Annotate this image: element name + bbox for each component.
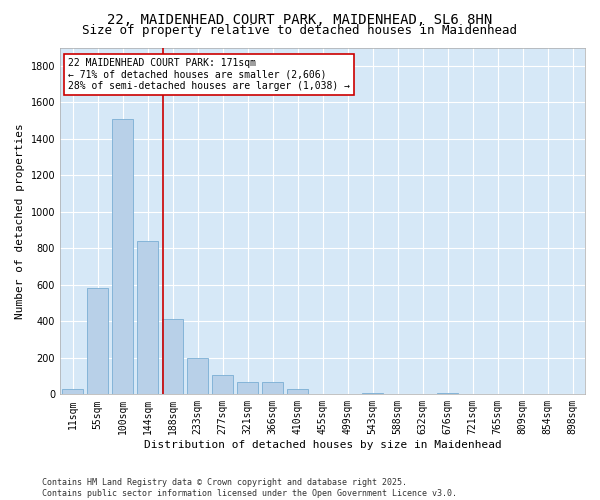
Text: 22, MAIDENHEAD COURT PARK, MAIDENHEAD, SL6 8HN: 22, MAIDENHEAD COURT PARK, MAIDENHEAD, S… <box>107 12 493 26</box>
Bar <box>87 288 108 395</box>
Bar <box>162 320 183 394</box>
Text: Size of property relative to detached houses in Maidenhead: Size of property relative to detached ho… <box>83 24 517 37</box>
Y-axis label: Number of detached properties: Number of detached properties <box>15 123 25 319</box>
Bar <box>137 241 158 394</box>
Text: 22 MAIDENHEAD COURT PARK: 171sqm
← 71% of detached houses are smaller (2,606)
28: 22 MAIDENHEAD COURT PARK: 171sqm ← 71% o… <box>68 58 350 91</box>
Bar <box>237 382 258 394</box>
Bar <box>212 375 233 394</box>
Text: Contains HM Land Registry data © Crown copyright and database right 2025.
Contai: Contains HM Land Registry data © Crown c… <box>42 478 457 498</box>
Bar <box>112 118 133 394</box>
X-axis label: Distribution of detached houses by size in Maidenhead: Distribution of detached houses by size … <box>143 440 502 450</box>
Bar <box>187 358 208 395</box>
Bar <box>287 389 308 394</box>
Bar <box>262 382 283 394</box>
Bar <box>62 389 83 394</box>
